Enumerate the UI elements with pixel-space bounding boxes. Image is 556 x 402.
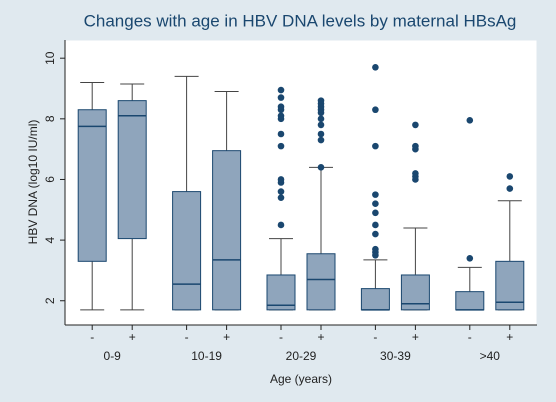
outlier	[412, 121, 419, 129]
x-tick-label: -	[185, 330, 189, 344]
outlier	[277, 130, 285, 138]
x-tick-label: +	[506, 330, 513, 344]
box	[212, 150, 242, 311]
outlier	[412, 142, 419, 150]
outlier	[372, 245, 379, 253]
outlier	[372, 230, 379, 238]
outlier	[372, 209, 379, 217]
box	[400, 274, 430, 311]
x-tick-label: -	[90, 330, 94, 344]
box	[77, 109, 107, 262]
outlier	[317, 97, 325, 104]
x-group-label: 30-39	[380, 349, 411, 363]
box	[117, 100, 147, 240]
y-tick-label: 2	[43, 297, 57, 304]
outlier	[277, 94, 285, 101]
x-tick-label: -	[468, 330, 472, 344]
outlier	[277, 194, 285, 201]
x-axis-title: Age (years)	[270, 372, 332, 386]
outlier	[277, 112, 285, 120]
outlier	[277, 221, 285, 229]
outlier	[372, 63, 379, 71]
outlier	[277, 142, 285, 150]
outlier	[372, 106, 379, 114]
outlier	[412, 170, 419, 177]
x-group-label: 0-9	[104, 349, 122, 363]
x-tick-label: +	[129, 330, 136, 344]
chart-title: Changes with age in HBV DNA levels by ma…	[84, 11, 517, 30]
box	[455, 291, 485, 311]
outlier	[317, 136, 325, 144]
x-tick-label: +	[412, 330, 419, 344]
outlier	[277, 176, 285, 183]
x-group-label: >40	[480, 349, 501, 363]
outlier	[317, 164, 325, 171]
outlier	[277, 86, 285, 94]
box	[306, 253, 336, 311]
y-tick-label: 4	[43, 236, 57, 243]
box	[360, 288, 390, 311]
box	[172, 191, 202, 311]
x-group-label: 10-19	[191, 349, 222, 363]
y-axis-title: HBV DNA (log10 IU/ml)	[26, 120, 40, 245]
x-group-label: 20-29	[286, 349, 317, 363]
outlier	[506, 173, 514, 180]
outlier	[317, 130, 325, 138]
y-tick-label: 8	[43, 115, 57, 122]
outlier	[372, 191, 379, 198]
outlier	[372, 200, 379, 208]
x-tick-label: -	[279, 330, 283, 344]
outlier	[317, 115, 325, 123]
outlier	[466, 117, 474, 124]
box	[266, 274, 296, 311]
x-tick-label: +	[317, 330, 324, 344]
x-tick-label: -	[373, 330, 377, 344]
x-tick-label: +	[223, 330, 230, 344]
y-tick-label: 6	[43, 176, 57, 183]
outlier	[372, 221, 379, 229]
outlier	[372, 142, 379, 150]
outlier	[277, 188, 285, 195]
outlier	[317, 121, 325, 129]
y-tick-label: 10	[43, 51, 57, 65]
outlier	[277, 103, 285, 111]
outlier	[506, 185, 514, 192]
outlier	[466, 254, 474, 262]
